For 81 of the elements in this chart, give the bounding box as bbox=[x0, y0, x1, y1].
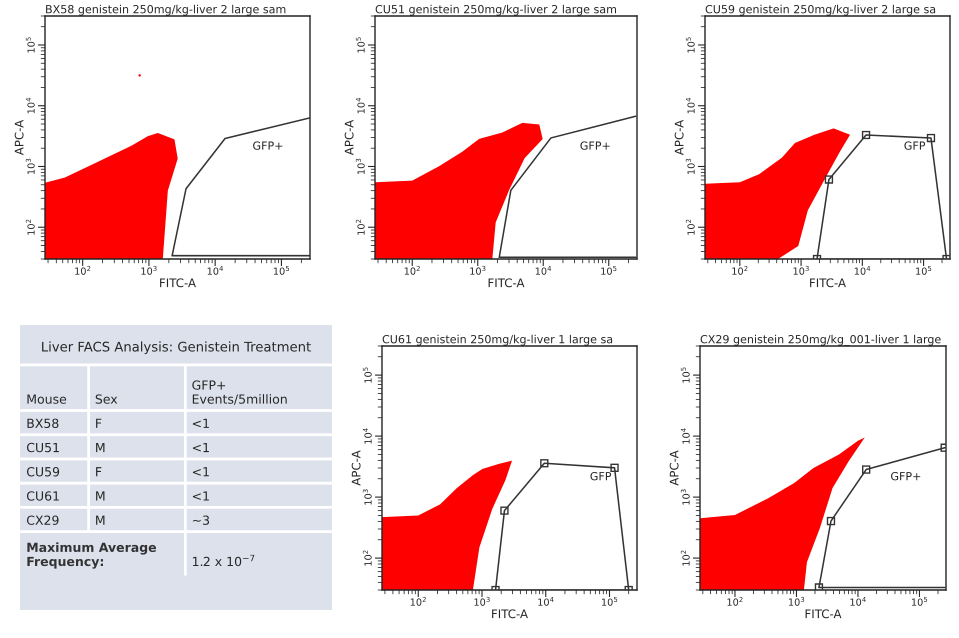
y-tick-label: 10$^{3}$ bbox=[356, 158, 365, 174]
y-tick-label: 10$^{2}$ bbox=[26, 220, 35, 235]
x-axis-title: FITC-A bbox=[806, 609, 842, 618]
text: Maximum Average Frequency: bbox=[27, 542, 156, 569]
x-tick-label: 10$^{4}$ bbox=[208, 266, 224, 275]
text: Sex bbox=[96, 394, 118, 404]
text: CU59 bbox=[26, 467, 60, 476]
annotation: GFP bbox=[590, 472, 612, 480]
x-tick-label: 10$^{2}$ bbox=[727, 596, 743, 606]
x-tick-label: 10$^{2}$ bbox=[404, 266, 420, 275]
x-axis-title: FITC-A bbox=[810, 278, 846, 288]
text: Liver FACS Analysis: Genistein Treatment bbox=[42, 341, 311, 354]
x-tick-label: 10$^{2}$ bbox=[732, 266, 748, 275]
text: <1 bbox=[192, 418, 209, 428]
y-tick-label: 10$^{3}$ bbox=[362, 489, 372, 505]
x-axis-title: FITC-A bbox=[160, 278, 196, 288]
text: M bbox=[96, 491, 104, 501]
x-tick-label: 10$^{2}$ bbox=[410, 596, 426, 606]
text: M bbox=[96, 516, 104, 525]
y-tick-label: 10$^{2}$ bbox=[680, 550, 690, 566]
y-tick-label: 10$^{4}$ bbox=[686, 98, 695, 114]
x-tick-label: 10$^{2}$ bbox=[75, 266, 90, 275]
y-axis-title: APC-A bbox=[352, 450, 361, 486]
text: F bbox=[96, 418, 102, 428]
text: ~3 bbox=[192, 515, 210, 525]
text: CU51 bbox=[26, 442, 59, 452]
x-tick-label: 10$^{4}$ bbox=[538, 596, 554, 606]
text: BX58 bbox=[27, 418, 58, 428]
x-tick-label: 10$^{4}$ bbox=[854, 266, 870, 275]
x-tick-label: 10$^{3}$ bbox=[470, 266, 486, 275]
x-tick-label: 10$^{3}$ bbox=[794, 266, 809, 275]
text: <1 bbox=[192, 491, 209, 501]
annotation: GFP+ bbox=[580, 141, 610, 150]
chart-title: CU59 genistein 250mg/kg-liver 2 large sa bbox=[706, 4, 936, 16]
x-tick-label: 10$^{5}$ bbox=[602, 596, 618, 606]
y-tick-label: 10$^{4}$ bbox=[26, 98, 35, 114]
annotation: GFP+ bbox=[891, 472, 920, 480]
x-tick-label: 10$^{3}$ bbox=[141, 266, 157, 275]
y-axis-title: APC-A bbox=[344, 120, 354, 156]
text: 1.2 x 10$^{−7}$ bbox=[192, 554, 254, 566]
y-tick-label: 10$^{4}$ bbox=[680, 428, 690, 444]
x-tick-label: 10$^{5}$ bbox=[912, 596, 928, 606]
x-axis-title: FITC-A bbox=[488, 278, 524, 288]
text: <1 bbox=[192, 442, 209, 452]
y-tick-label: 10$^{3}$ bbox=[686, 158, 695, 174]
y-tick-label: 10$^{4}$ bbox=[356, 98, 365, 114]
y-tick-label: 10$^{2}$ bbox=[686, 220, 695, 235]
x-tick-label: 10$^{3}$ bbox=[474, 596, 490, 606]
chart-title: CU51 genistein 250mg/kg-liver 2 large sam bbox=[376, 4, 616, 16]
y-tick-label: 10$^{5}$ bbox=[356, 37, 365, 52]
x-tick-label: 10$^{4}$ bbox=[850, 596, 866, 606]
x-tick-label: 10$^{5}$ bbox=[916, 266, 932, 275]
x-tick-label: 10$^{4}$ bbox=[536, 266, 552, 275]
text: F bbox=[96, 467, 102, 476]
text: GFP+ Events/5million bbox=[192, 380, 287, 405]
y-tick-label: 10$^{5}$ bbox=[362, 367, 372, 383]
y-axis-title: APC-A bbox=[670, 450, 679, 486]
y-tick-label: 10$^{3}$ bbox=[680, 489, 690, 505]
text: Mouse bbox=[27, 394, 66, 404]
y-tick-label: 10$^{5}$ bbox=[686, 37, 695, 52]
x-tick-label: 10$^{5}$ bbox=[274, 266, 290, 275]
annotation: GFP+ bbox=[253, 141, 282, 150]
y-tick-label: 10$^{5}$ bbox=[680, 367, 690, 383]
chart-title: CU61 genistein 250mg/kg-liver 1 large sa bbox=[382, 334, 612, 346]
y-axis-title: APC-A bbox=[674, 120, 684, 156]
y-axis-title: APC-A bbox=[14, 120, 24, 156]
x-tick-label: 10$^{3}$ bbox=[788, 596, 804, 606]
y-tick-label: 10$^{2}$ bbox=[356, 220, 365, 235]
y-tick-label: 10$^{2}$ bbox=[362, 550, 372, 566]
y-tick-label: 10$^{5}$ bbox=[26, 37, 35, 52]
x-tick-label: 10$^{5}$ bbox=[601, 266, 616, 275]
annotation: GFP bbox=[904, 141, 926, 150]
text: M bbox=[96, 442, 104, 452]
y-tick-label: 10$^{4}$ bbox=[362, 428, 372, 444]
chart-title: BX58 genistein 250mg/kg-liver 2 large sam bbox=[46, 4, 286, 16]
chart-title: CX29 genistein 250mg/kg_001-liver 1 large bbox=[700, 334, 941, 346]
text: CX29 bbox=[26, 515, 59, 525]
x-axis-title: FITC-A bbox=[492, 609, 528, 618]
y-tick-label: 10$^{3}$ bbox=[26, 158, 35, 174]
text: CU61 bbox=[26, 491, 59, 501]
text: <1 bbox=[192, 467, 209, 476]
